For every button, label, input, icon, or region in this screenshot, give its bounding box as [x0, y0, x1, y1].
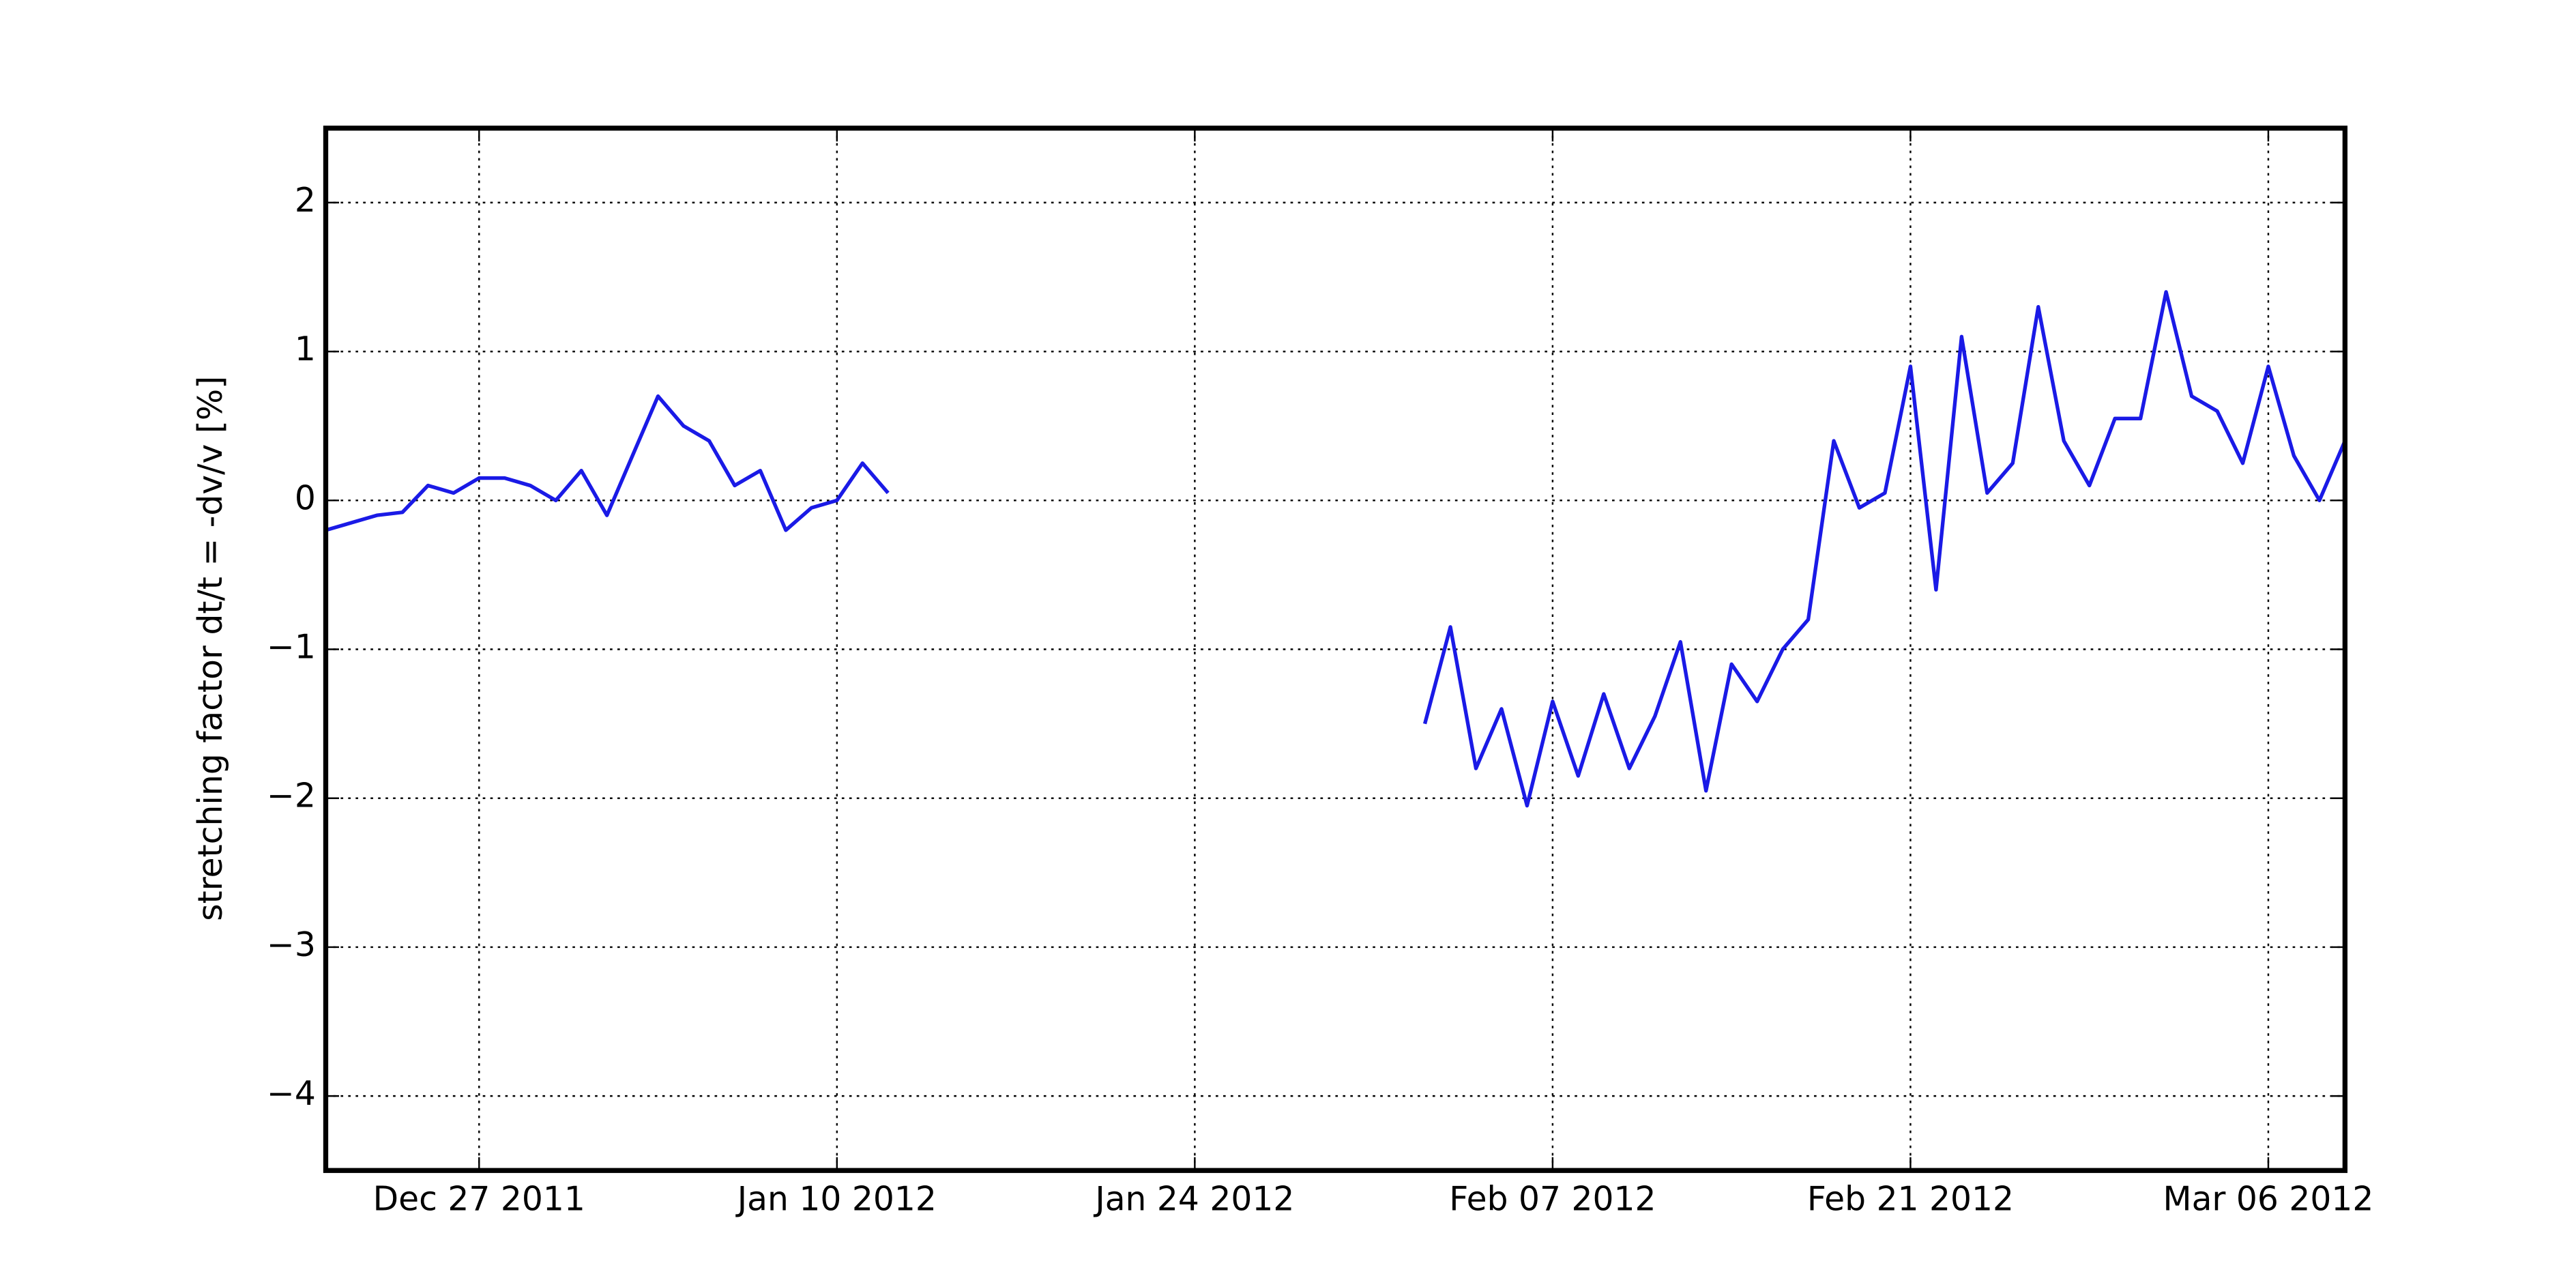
x-tick-label: Feb 21 2012	[1807, 1181, 2014, 1219]
y-tick-label: 1	[295, 330, 316, 368]
y-tick-label: −4	[267, 1075, 316, 1113]
data-line	[325, 290, 2347, 808]
y-axis-label: stretching factor dt/t = -dv/v [%]	[192, 376, 230, 921]
x-tick-label: Dec 27 2011	[373, 1181, 585, 1219]
x-tick-label: Mar 06 2012	[2163, 1181, 2374, 1219]
y-tick-label: −3	[267, 926, 316, 964]
y-tick-label: −1	[267, 628, 316, 667]
x-tick-label: Feb 07 2012	[1449, 1181, 1656, 1219]
plot-frame	[323, 126, 2348, 1173]
y-tick-label: 0	[295, 479, 316, 517]
y-tick-label: −2	[267, 777, 316, 815]
y-tick-label: 2	[295, 182, 316, 220]
x-tick-label: Jan 10 2012	[735, 1181, 937, 1219]
x-tick-label: Jan 24 2012	[1093, 1181, 1294, 1219]
